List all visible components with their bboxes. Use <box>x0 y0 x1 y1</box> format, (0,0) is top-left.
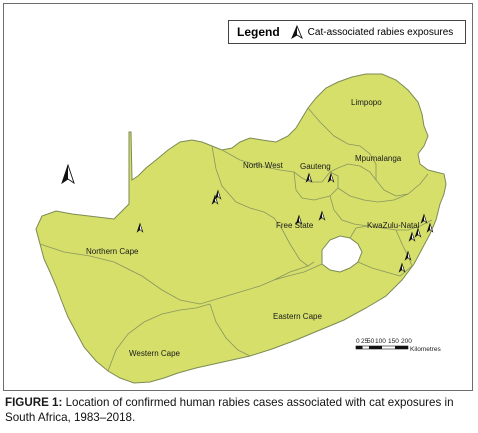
case-marker <box>404 250 412 261</box>
scale-tick-150: 150 <box>388 338 399 345</box>
case-marker <box>408 231 416 242</box>
label-free-state: Free State <box>276 221 314 230</box>
case-marker <box>295 214 303 225</box>
case-marker <box>327 172 335 183</box>
scale-tick-0: 0 <box>356 338 360 345</box>
label-north-west: North West <box>243 161 284 170</box>
scale-unit: Kilometres <box>410 346 441 353</box>
country-landmass <box>35 73 447 384</box>
legend-box: Legend Cat-associated rabies exposures <box>228 20 466 44</box>
case-marker <box>426 222 434 233</box>
scale-tick-50: 50 <box>367 338 375 345</box>
figure-caption: FIGURE 1: Location of confirmed human ra… <box>5 396 473 425</box>
scale-tick-200: 200 <box>401 338 412 345</box>
case-marker <box>214 189 222 200</box>
north-arrow-icon <box>61 163 75 185</box>
scale-bar: 0 25 50 100 150 200 Kilometres <box>355 338 441 353</box>
case-marker <box>318 210 326 221</box>
case-marker <box>211 194 219 205</box>
legend-label: Cat-associated rabies exposures <box>307 26 454 38</box>
label-gauteng: Gauteng <box>300 162 331 171</box>
case-marker <box>414 227 422 238</box>
south-africa-outline <box>35 73 447 384</box>
label-eastern-cape: Eastern Cape <box>273 312 322 321</box>
label-kwazulu-natal: KwaZulu-Natal <box>367 221 420 230</box>
scale-tick-25: 25 <box>361 338 369 345</box>
cat-exposure-icon <box>290 25 303 39</box>
south-africa-map: Limpopo Mpumalanga North West Gauteng Fr… <box>35 73 447 384</box>
lesotho-enclave <box>321 235 363 273</box>
scale-tick-100: 100 <box>375 338 386 345</box>
label-northern-cape: Northern Cape <box>86 247 139 256</box>
map-frame: Limpopo Mpumalanga North West Gauteng Fr… <box>3 3 473 391</box>
label-western-cape: Western Cape <box>129 349 181 358</box>
caption-label: FIGURE 1: <box>5 396 63 409</box>
province-labels: Limpopo Mpumalanga North West Gauteng Fr… <box>86 98 420 358</box>
case-marker <box>136 222 144 233</box>
label-limpopo: Limpopo <box>351 98 382 107</box>
label-mpumalanga: Mpumalanga <box>355 154 402 163</box>
case-marker <box>420 213 428 224</box>
caption-text: Location of confirmed human rabies cases… <box>5 396 454 424</box>
legend-title: Legend <box>237 25 280 39</box>
case-markers <box>136 172 434 273</box>
case-marker <box>305 172 313 183</box>
province-borders <box>39 107 433 372</box>
case-marker <box>398 262 406 273</box>
